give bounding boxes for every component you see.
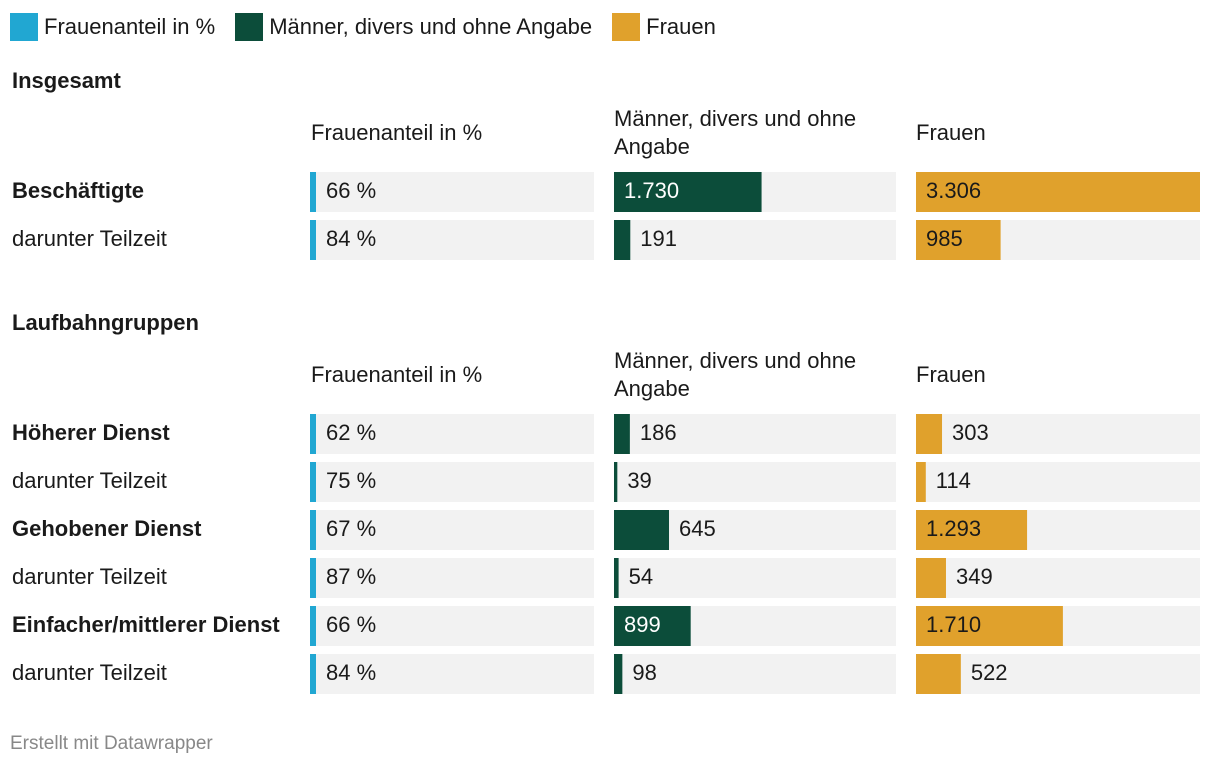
data-label: 1.730 — [624, 178, 679, 203]
legend-item-women: Frauen — [612, 13, 716, 41]
data-label: 87 % — [326, 564, 376, 589]
bar-track — [310, 558, 594, 598]
bar — [614, 510, 670, 550]
column-header: Frauenanteil in % — [311, 362, 482, 387]
legend-item-men: Männer, divers und ohne Angabe — [235, 13, 592, 41]
bar-track — [614, 462, 896, 502]
bar — [916, 414, 943, 454]
bar — [310, 462, 316, 502]
legend: Frauenanteil in % Männer, divers und ohn… — [10, 12, 736, 42]
data-label: 66 % — [326, 612, 376, 637]
data-label: 114 — [936, 468, 971, 493]
row-label: Gehobener Dienst — [12, 516, 202, 541]
row-label: Beschäftigte — [12, 178, 144, 203]
footer-credit: Erstellt mit Datawrapper — [10, 733, 213, 754]
bar-track — [614, 558, 896, 598]
data-label: 191 — [640, 226, 677, 251]
bar-track — [614, 414, 896, 454]
column-header: Frauenanteil in % — [311, 120, 482, 145]
data-label: 645 — [679, 516, 716, 541]
bar — [614, 220, 631, 260]
bar — [916, 462, 926, 502]
data-label: 522 — [971, 660, 1008, 685]
legend-item-share: Frauenanteil in % — [10, 13, 215, 41]
legend-swatch-men — [235, 13, 264, 41]
bar — [614, 654, 623, 694]
legend-label-men: Männer, divers und ohne Angabe — [269, 14, 593, 39]
column-header: Männer, divers und ohne — [614, 106, 856, 131]
data-label: 62 % — [326, 420, 376, 445]
bar-track — [310, 654, 594, 694]
bar-track — [310, 414, 594, 454]
column-header: Angabe — [614, 134, 690, 159]
row-label: darunter Teilzeit — [12, 468, 167, 493]
data-label: 54 — [629, 564, 653, 589]
row-label: darunter Teilzeit — [12, 660, 167, 685]
bar — [916, 220, 1001, 260]
bar-track — [916, 654, 1200, 694]
bar-track — [310, 220, 594, 260]
legend-label-share: Frauenanteil in % — [44, 14, 216, 39]
section-title: Insgesamt — [12, 68, 121, 93]
bar — [310, 220, 316, 260]
data-label: 39 — [627, 468, 651, 493]
bar-track — [614, 220, 896, 260]
legend-swatch-women — [612, 13, 641, 41]
row-label: Höherer Dienst — [12, 420, 170, 445]
data-label: 1.293 — [926, 516, 981, 541]
data-label: 3.306 — [926, 178, 981, 203]
bar-track — [614, 654, 896, 694]
bar-track — [916, 558, 1200, 598]
bar — [310, 558, 316, 598]
column-header: Männer, divers und ohne — [614, 348, 856, 373]
data-label: 67 % — [326, 516, 376, 541]
data-label: 66 % — [326, 178, 376, 203]
data-label: 1.710 — [926, 612, 981, 637]
bar — [310, 606, 316, 646]
section-title: Laufbahngruppen — [12, 310, 199, 335]
bar — [614, 558, 619, 598]
data-label: 84 % — [326, 226, 376, 251]
data-label: 84 % — [326, 660, 376, 685]
bar — [916, 172, 1200, 212]
bar-track — [310, 462, 594, 502]
column-header: Frauen — [916, 120, 986, 145]
bar-track — [916, 414, 1200, 454]
data-label: 186 — [640, 420, 677, 445]
data-label: 75 % — [326, 468, 376, 493]
data-label: 899 — [624, 612, 661, 637]
bar — [614, 172, 762, 212]
bar — [916, 558, 946, 598]
bar-track — [310, 606, 594, 646]
row-label: darunter Teilzeit — [12, 226, 167, 251]
bar — [614, 462, 618, 502]
row-label: darunter Teilzeit — [12, 564, 167, 589]
bar — [916, 510, 1028, 550]
bar-track — [916, 462, 1200, 502]
bar — [310, 510, 316, 550]
bar — [310, 654, 316, 694]
bar — [916, 606, 1063, 646]
data-label: 98 — [632, 660, 656, 685]
data-label: 985 — [926, 226, 963, 251]
bar — [310, 414, 316, 454]
data-label: 349 — [956, 564, 993, 589]
column-header: Angabe — [614, 376, 690, 401]
row-label: Einfacher/mittlerer Dienst — [12, 612, 280, 637]
legend-swatch-share — [10, 13, 38, 41]
bar — [614, 414, 630, 454]
bar-track — [310, 172, 594, 212]
bar-track — [310, 510, 594, 550]
bar — [310, 172, 316, 212]
bar — [916, 654, 961, 694]
legend-label-women: Frauen — [646, 14, 716, 39]
data-label: 303 — [952, 420, 989, 445]
bar — [614, 606, 691, 646]
column-header: Frauen — [916, 362, 986, 387]
